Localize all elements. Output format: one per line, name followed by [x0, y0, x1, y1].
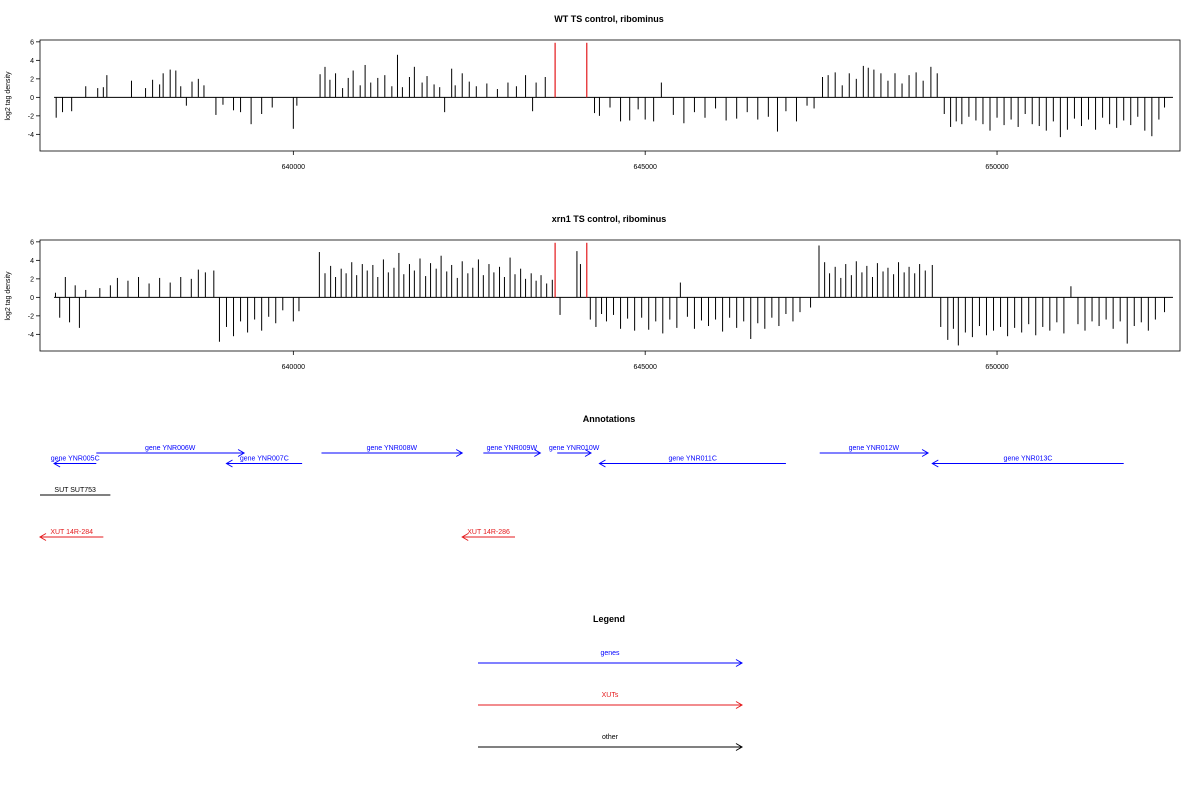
feature-tracks: gene YNR006W gene YNR005C gene YNR007C gene… [39, 445, 1124, 541]
feature-label: gene YNR012W [849, 445, 900, 452]
x-tick-label: 650000 [985, 364, 1008, 371]
y-tick-label: -4 [28, 332, 34, 339]
arrow-head [584, 449, 592, 457]
y-tick-label: -4 [28, 132, 34, 139]
feature-label: gene YNR010W [549, 445, 600, 452]
x-tick-label: 650000 [985, 164, 1008, 171]
plot-frame [39, 239, 1181, 352]
arrow-head [735, 701, 743, 709]
arrow-head [931, 459, 939, 468]
y-axis-label: log2 tag density [5, 71, 12, 121]
y-axis: 6 4 2 0 -2 -4 [28, 39, 40, 139]
coverage-bars [54, 242, 1173, 346]
y-tick-label: -2 [28, 313, 34, 320]
feature-gene: gene YNR008W [321, 445, 464, 457]
coverage-bars [54, 42, 1173, 138]
x-tick-label: 645000 [634, 364, 657, 371]
y-axis: 6 4 2 0 -2 -4 [28, 239, 40, 339]
y-tick-label: 2 [30, 76, 34, 83]
feature-gene: gene YNR009W [483, 445, 542, 457]
legend-item-xut: XUTs [478, 692, 743, 709]
feature-label: gene YNR009W [487, 445, 538, 452]
feature-label: gene YNR006W [145, 445, 196, 452]
xrn1-coverage-panel: xrn1 TS control, ribominus log2 tag dens… [5, 214, 1181, 371]
legend-item-other: other [478, 734, 743, 751]
arrow-head [225, 459, 233, 468]
arrow-head [735, 659, 743, 667]
arrow-head [921, 449, 930, 457]
legend-label: XUTs [602, 692, 619, 699]
panel-title: xrn1 TS control, ribominus [552, 214, 667, 224]
x-axis: 640000 645000 650000 [282, 151, 1009, 171]
feature-label: gene YNR005C [51, 456, 100, 463]
arrow-head [39, 533, 47, 541]
y-tick-label: 6 [30, 39, 34, 46]
feature-label: gene YNR013C [1004, 456, 1053, 463]
feature-gene: gene YNR005C [51, 456, 100, 468]
wt-coverage-panel: WT TS control, ribominus log2 tag densit… [5, 14, 1181, 171]
feature-gene: gene YNR010W [549, 445, 600, 457]
x-axis: 640000 645000 650000 [282, 351, 1009, 371]
y-tick-label: 0 [30, 95, 34, 102]
x-tick-label: 645000 [634, 164, 657, 171]
feature-label: gene YNR008W [367, 445, 418, 452]
legend-label: genes [600, 650, 620, 657]
arrow-head [598, 459, 606, 468]
y-axis-label: log2 tag density [5, 271, 12, 321]
feature-gene: gene YNR013C [931, 456, 1124, 468]
plot-frame [39, 39, 1181, 152]
feature-xut: XUT 14R-286 [461, 529, 515, 541]
feature-gene: gene YNR011C [598, 456, 786, 468]
feature-label: XUT 14R-286 [467, 529, 510, 536]
feature-xut: XUT 14R-284 [39, 529, 104, 541]
y-tick-label: 4 [30, 58, 34, 65]
annotations-title: Annotations [583, 414, 636, 424]
legend-panel: Legend genes XUTs other [478, 614, 743, 751]
feature-other: SUT SUT753 [40, 487, 111, 496]
feature-label: SUT SUT753 [54, 487, 96, 494]
legend-item-gene: genes [478, 650, 743, 667]
arrow-head [237, 449, 246, 457]
y-tick-label: 4 [30, 258, 34, 265]
y-tick-label: 6 [30, 239, 34, 246]
feature-gene: gene YNR007C [225, 456, 303, 468]
y-tick-label: 0 [30, 295, 34, 302]
y-tick-label: 2 [30, 276, 34, 283]
feature-label: gene YNR011C [668, 456, 716, 463]
x-tick-label: 640000 [282, 164, 305, 171]
y-tick-label: -2 [28, 113, 34, 120]
legend-label: other [602, 734, 619, 741]
feature-label: XUT 14R-284 [50, 529, 93, 536]
feature-gene: gene YNR012W [819, 445, 930, 457]
feature-gene: gene YNR006W [96, 445, 246, 457]
arrow-head [461, 533, 469, 541]
arrow-head [735, 743, 743, 751]
x-tick-label: 640000 [282, 364, 305, 371]
feature-label: gene YNR007C [240, 456, 289, 463]
arrow-head [53, 459, 61, 468]
legend-items: genes XUTs other [478, 650, 743, 751]
arrow-head [455, 449, 464, 457]
legend-title: Legend [593, 614, 625, 624]
panel-title: WT TS control, ribominus [554, 14, 664, 24]
arrow-head [534, 449, 542, 457]
